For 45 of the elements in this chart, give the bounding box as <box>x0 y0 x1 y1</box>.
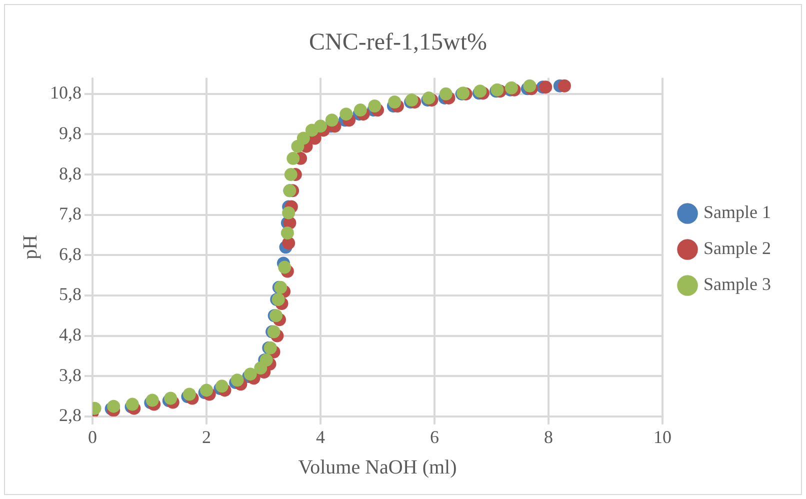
point <box>280 226 294 240</box>
legend-label: Sample 2 <box>704 238 772 258</box>
y-tick-label: 7,8 <box>59 204 82 224</box>
y-tick-label: 4,8 <box>59 324 82 345</box>
chart-title: CNC-ref-1,15wt% <box>309 30 487 56</box>
point <box>284 168 298 182</box>
point <box>439 87 452 100</box>
y-axis-title: pH <box>19 234 42 260</box>
point <box>282 206 296 220</box>
y-tick-label: 10,8 <box>50 82 82 103</box>
point <box>286 152 300 165</box>
point <box>107 400 120 413</box>
y-tick-label: 2,8 <box>59 405 82 426</box>
point <box>368 100 382 113</box>
x-tick-label: 2 <box>202 426 211 447</box>
point <box>314 120 328 133</box>
point <box>278 260 292 274</box>
legend-label: Sample 3 <box>704 274 772 294</box>
y-tick-label: 8,8 <box>59 163 82 184</box>
point <box>354 104 367 117</box>
point <box>200 384 213 397</box>
y-tick-label: 3,8 <box>59 364 82 385</box>
point <box>146 394 159 407</box>
point <box>164 392 178 405</box>
point <box>523 79 536 92</box>
y-tick-label: 6,8 <box>59 244 82 264</box>
x-tick-label: 4 <box>316 426 326 447</box>
point <box>558 79 571 92</box>
point <box>340 108 353 121</box>
x-tick-label: 6 <box>430 426 440 447</box>
point <box>182 388 196 401</box>
legend-label: Sample 1 <box>704 202 772 222</box>
point <box>126 398 139 411</box>
y-tick-label: 5,8 <box>59 284 82 304</box>
point <box>388 95 402 108</box>
point <box>325 114 338 127</box>
x-axis-title: Volume NaOH (ml) <box>298 456 457 478</box>
x-tick-label: 10 <box>654 426 672 447</box>
x-tick-label: 0 <box>88 426 97 447</box>
x-tick-label: 8 <box>544 426 554 447</box>
point <box>296 132 310 145</box>
y-tick-label: 9,8 <box>59 122 82 143</box>
point <box>215 380 228 393</box>
point <box>539 80 552 94</box>
point <box>230 374 244 387</box>
